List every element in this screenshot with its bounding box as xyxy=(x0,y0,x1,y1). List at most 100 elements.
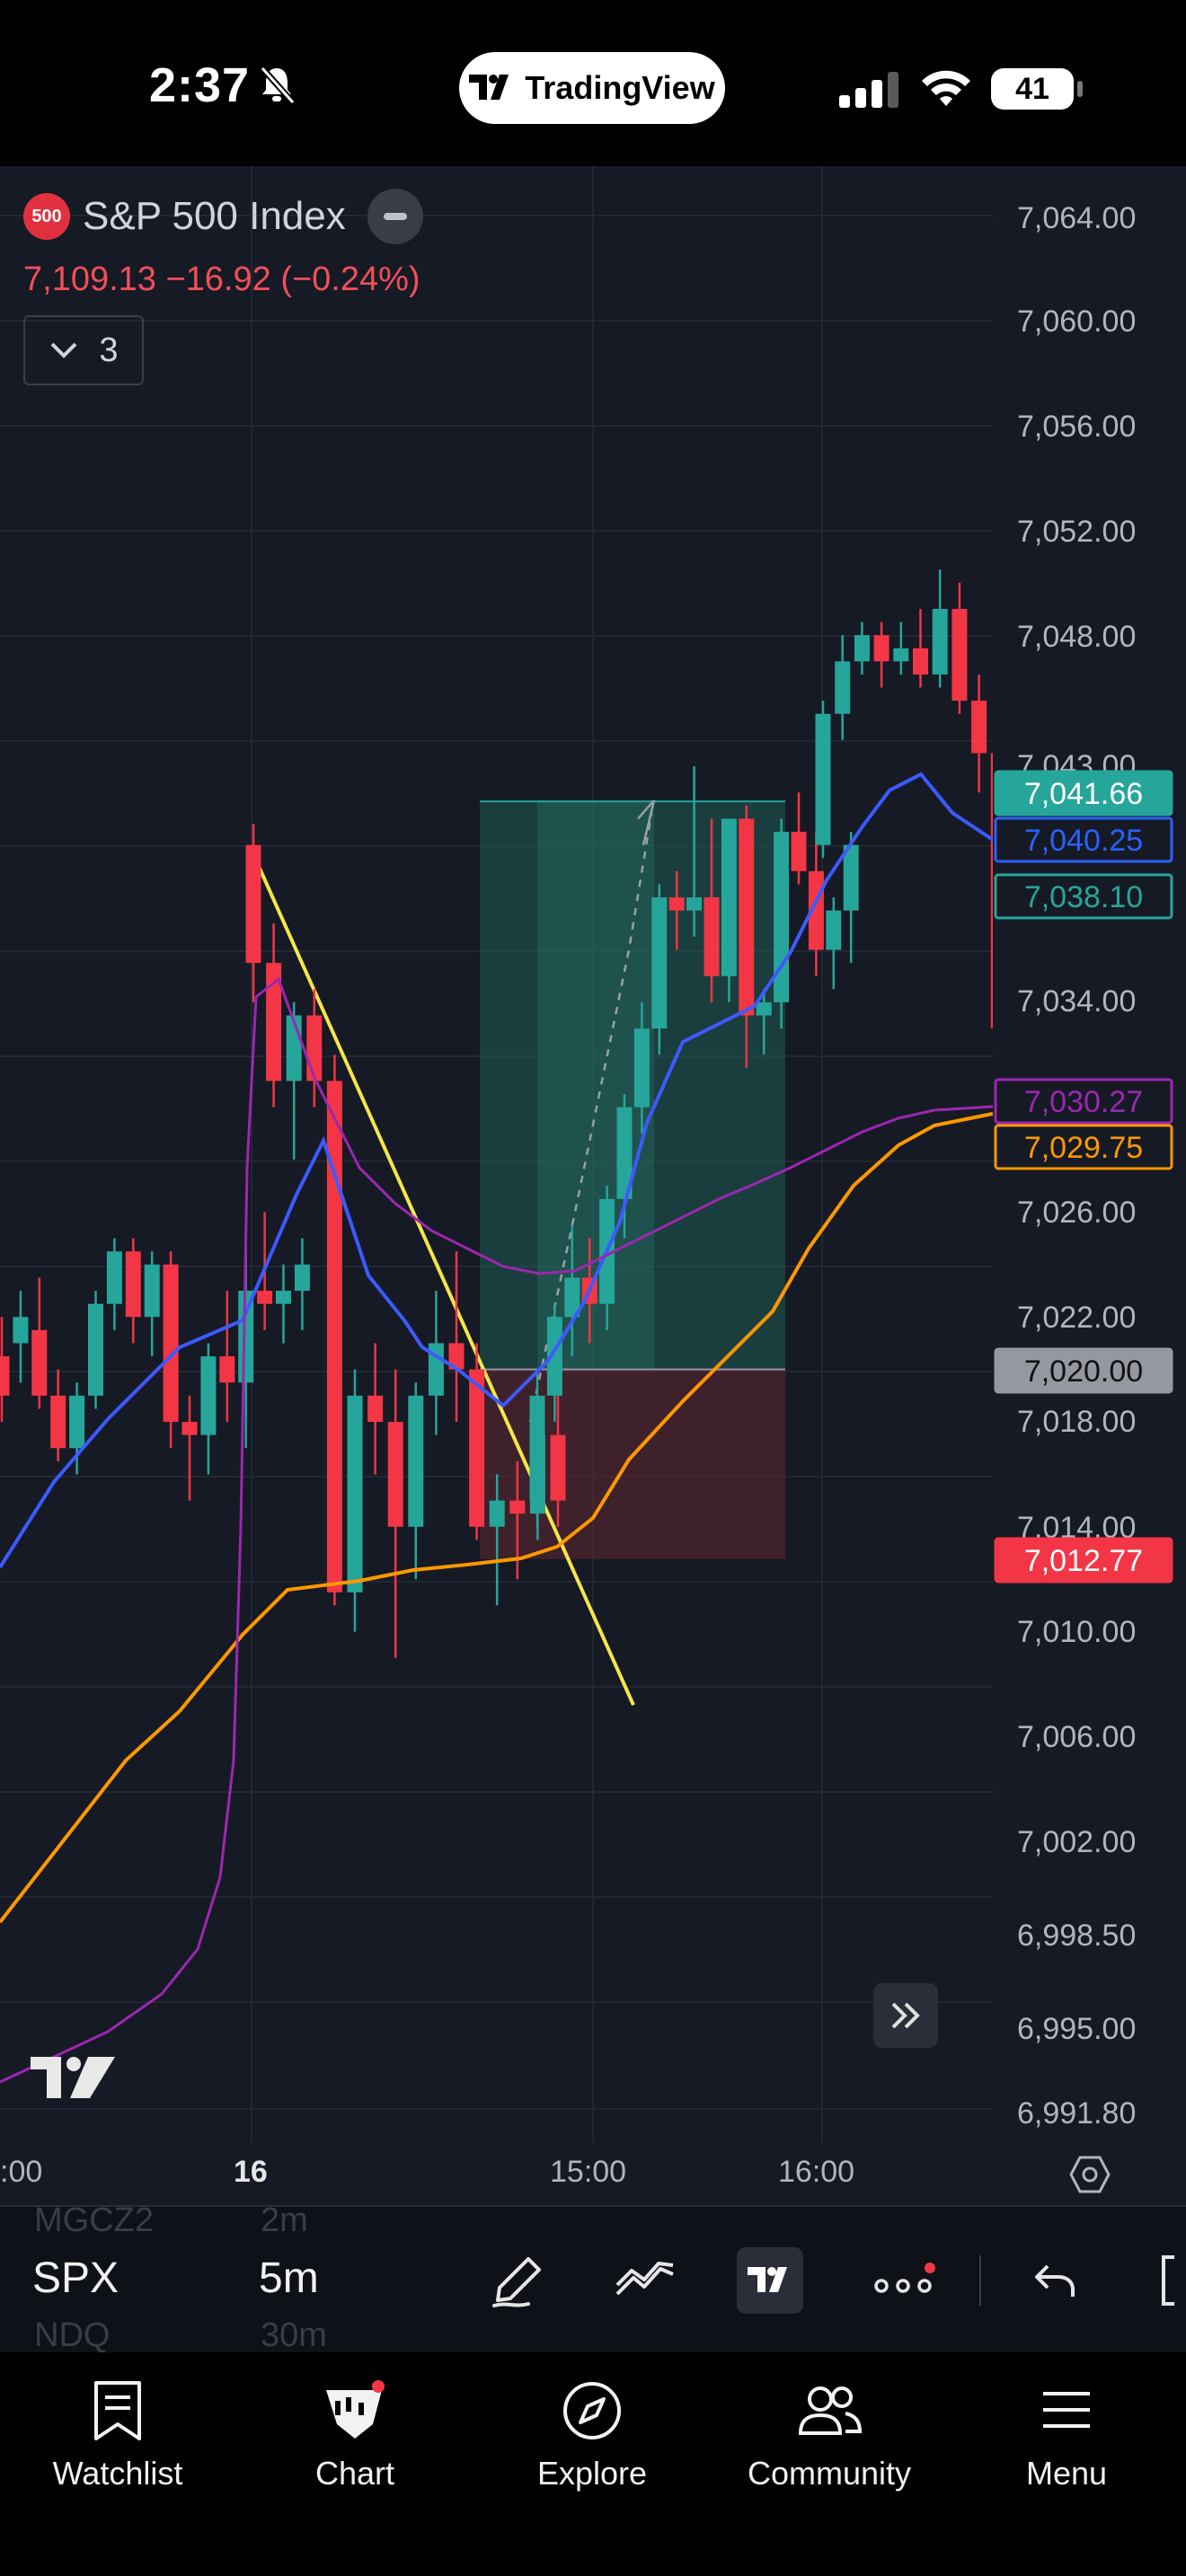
indicators-button[interactable] xyxy=(607,2243,683,2318)
candle-body xyxy=(88,1303,103,1396)
candle-body xyxy=(509,1500,526,1514)
tradingview-logo-icon xyxy=(748,2267,787,2292)
price-tag-label: 7,041.66 xyxy=(1024,777,1143,811)
compass-icon xyxy=(563,2382,621,2439)
candle-body xyxy=(294,1264,310,1292)
chevron-down-icon xyxy=(51,342,77,358)
nav-chart[interactable]: Chart xyxy=(247,2379,463,2492)
ma-purple-line xyxy=(0,976,994,2084)
price-tick: 7,018.00 xyxy=(1017,1405,1136,1439)
candle-body xyxy=(873,635,890,662)
candle-body xyxy=(238,1291,254,1383)
fullscreen-button[interactable] xyxy=(1141,2243,1186,2318)
candle-body xyxy=(913,648,928,675)
status-bar: 2:37 TradingView 41 xyxy=(0,0,1186,166)
price-tag xyxy=(994,1537,1173,1584)
pen-icon xyxy=(492,2257,541,2307)
ghost-interval: 2m xyxy=(261,2205,308,2239)
battery-indicator: 41 xyxy=(991,68,1083,110)
candle-body xyxy=(704,897,720,976)
candle-body xyxy=(529,1395,545,1501)
nav-label: Watchlist xyxy=(52,2455,183,2492)
price-tag-label: 7,029.75 xyxy=(1024,1131,1143,1165)
price-tag xyxy=(994,873,1173,920)
price-tick: 7,002.00 xyxy=(1017,1825,1136,1859)
symbol-selector[interactable]: SPX xyxy=(32,2254,119,2302)
tradingview-watermark-icon xyxy=(31,2057,115,2098)
price-tick: 7,010.00 xyxy=(1017,1615,1136,1649)
candle-body xyxy=(106,1251,122,1304)
tradingview-button[interactable] xyxy=(737,2247,803,2314)
nav-label: Community xyxy=(747,2455,912,2492)
candle-body xyxy=(257,1291,273,1304)
time-tick: :00 xyxy=(0,2155,43,2189)
candle-body xyxy=(932,608,948,675)
price-tick: 6,998.50 xyxy=(1017,1919,1136,1953)
candlestick-chart[interactable]: 7,064.00 7,060.00 7,056.00 7,052.00 7,048.00… xyxy=(0,166,1186,2205)
undo-button[interactable] xyxy=(1017,2243,1093,2318)
ghost-symbol: NDQ xyxy=(34,2316,111,2354)
ghost-interval: 30m xyxy=(261,2316,327,2354)
time-tick: 16 xyxy=(234,2155,268,2189)
nav-explore[interactable]: Explore xyxy=(484,2379,700,2492)
candle-body xyxy=(854,635,870,662)
price-tick: 6,991.80 xyxy=(1017,2096,1136,2130)
ma-orange-line xyxy=(0,1112,994,1924)
price-tick: 7,056.00 xyxy=(1017,410,1136,444)
candle-body xyxy=(893,648,909,662)
nav-menu[interactable]: Menu xyxy=(959,2379,1174,2492)
interval-selector[interactable]: 5m xyxy=(259,2254,319,2302)
toolbar-divider xyxy=(979,2255,981,2306)
price-change: 7,109.13 −16.92 (−0.24%) xyxy=(23,260,420,298)
tradingview-pill-label: TradingView xyxy=(525,69,715,106)
candle-body xyxy=(686,897,703,911)
candle-body xyxy=(181,1422,198,1435)
chart-area[interactable]: 7,064.00 7,060.00 7,056.00 7,052.00 7,048.00… xyxy=(0,166,1186,2205)
candle-body xyxy=(616,1107,633,1199)
nav-label: Explore xyxy=(536,2455,648,2492)
candle-body xyxy=(815,713,831,845)
symbol-name[interactable]: S&P 500 Index xyxy=(83,194,346,238)
chart-legend: 500 S&P 500 Index 7,109.13 −16.92 (−0.24… xyxy=(23,189,423,385)
price-tick: 7,064.00 xyxy=(1017,201,1136,235)
candle-body xyxy=(550,1434,566,1501)
candle-body xyxy=(835,661,851,714)
price-tick: 6,995.00 xyxy=(1017,2012,1136,2046)
bottom-navigation: Watchlist Chart Explore Community xyxy=(0,2352,1186,2576)
cellular-signal-icon xyxy=(839,72,898,108)
nav-label: Chart xyxy=(314,2455,395,2492)
price-tick: 7,052.00 xyxy=(1017,515,1136,549)
candle-body xyxy=(245,844,261,964)
ghost-symbol: MGCZ2 xyxy=(34,2205,154,2239)
candle-body xyxy=(739,818,755,1016)
collapse-legend-button[interactable] xyxy=(367,189,423,244)
candle-body xyxy=(489,1500,505,1527)
price-tag xyxy=(994,816,1173,863)
tradingview-pill[interactable]: TradingView xyxy=(459,52,725,124)
ma-blue-line xyxy=(0,772,995,1569)
chart-icon xyxy=(326,2380,385,2439)
chart-settings-icon[interactable] xyxy=(1069,2154,1111,2195)
candle-body xyxy=(448,1343,465,1370)
candle-body xyxy=(564,1277,580,1318)
time-axis[interactable]: :00 16 15:00 16:00 xyxy=(0,2142,1186,2205)
minus-icon xyxy=(383,213,407,220)
price-tag xyxy=(994,1347,1173,1394)
candle-body xyxy=(951,608,968,701)
indicators-toggle[interactable]: 3 xyxy=(23,315,144,385)
undo-icon xyxy=(1035,2264,1075,2297)
scroll-to-realtime-button[interactable] xyxy=(873,1983,938,2048)
indicator-count: 3 xyxy=(99,331,119,369)
symbol-badge: 500 xyxy=(23,193,70,240)
candle-body xyxy=(69,1395,85,1449)
candle-body xyxy=(633,1028,650,1107)
drawing-tools-button[interactable] xyxy=(480,2243,555,2318)
nav-community[interactable]: Community xyxy=(721,2379,937,2492)
projected-path-arrow xyxy=(637,799,656,846)
more-options-button[interactable] xyxy=(866,2243,942,2318)
candle-body xyxy=(266,963,282,1081)
nav-watchlist[interactable]: Watchlist xyxy=(10,2379,226,2492)
price-tag-label: 7,012.77 xyxy=(1024,1544,1143,1578)
candle-body xyxy=(651,897,668,1029)
hamburger-icon xyxy=(1043,2392,1090,2428)
